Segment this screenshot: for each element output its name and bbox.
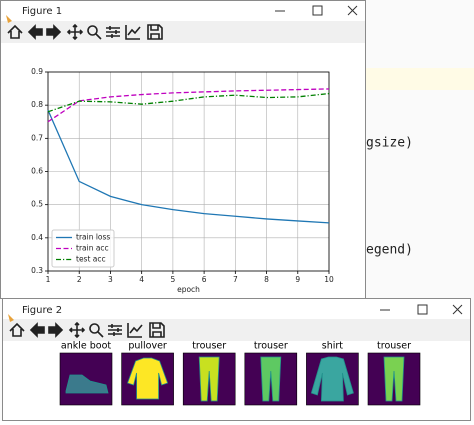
legend-label: test acc	[76, 255, 106, 264]
pan-button[interactable]	[68, 321, 86, 339]
maximize-button[interactable]	[312, 5, 323, 16]
customize-button[interactable]	[127, 323, 143, 338]
y-tick-label: 0.4	[31, 233, 43, 242]
thumbnail-item	[383, 356, 405, 402]
x-tick-label: 7	[233, 275, 238, 284]
subplots-button[interactable]	[108, 324, 122, 336]
forward-button[interactable]	[48, 322, 64, 338]
maximize-button[interactable]	[417, 304, 428, 315]
save-button[interactable]	[147, 24, 163, 40]
series-line	[47, 88, 330, 123]
close-button[interactable]	[452, 304, 463, 315]
code-line: egend)	[366, 243, 413, 258]
save-button[interactable]	[149, 322, 165, 338]
thumbnail-item	[260, 356, 282, 402]
title-bar	[1, 1, 365, 21]
axes-frame	[47, 71, 330, 272]
x-tick-label: 6	[202, 275, 207, 284]
image-label: shirt	[322, 341, 344, 352]
x-axis-label: epoch	[177, 285, 200, 294]
home-button[interactable]	[9, 322, 25, 337]
image-label: trouser	[254, 341, 288, 352]
back-button[interactable]	[29, 322, 45, 338]
x-tick-label: 1	[46, 275, 51, 284]
window-title: Figure 2	[22, 305, 62, 316]
close-button[interactable]	[347, 5, 358, 16]
x-tick-label: 9	[295, 275, 300, 284]
x-tick-label: 3	[108, 275, 113, 284]
image-label: pullover	[128, 341, 167, 352]
thumbnail-item	[65, 374, 109, 394]
customize-button[interactable]	[125, 25, 141, 40]
image-label: ankle boot	[61, 341, 112, 352]
series-line	[47, 92, 330, 113]
image-label: trouser	[377, 341, 411, 352]
code-line: gsize)	[366, 136, 413, 151]
zoom-button[interactable]	[89, 323, 104, 338]
pan-button[interactable]	[66, 23, 84, 41]
legend-label: train loss	[76, 233, 110, 242]
y-tick-label: 0.6	[31, 167, 43, 176]
thumbnail-item	[127, 357, 169, 400]
subplots-button[interactable]	[106, 26, 120, 38]
thumbnail-item	[198, 356, 220, 402]
window-title: Figure 1	[22, 6, 62, 17]
back-button[interactable]	[27, 24, 43, 40]
x-tick-label: 8	[264, 275, 269, 284]
y-tick-label: 0.8	[31, 100, 43, 109]
app-icon	[6, 15, 12, 23]
x-tick-label: 5	[170, 275, 175, 284]
forward-button[interactable]	[46, 24, 62, 40]
y-tick-label: 0.5	[31, 200, 43, 209]
thumbnail-item	[310, 356, 354, 402]
y-tick-label: 0.7	[31, 133, 43, 142]
series-line	[47, 109, 330, 224]
x-tick-label: 4	[139, 275, 144, 284]
app-icon	[8, 314, 14, 322]
x-tick-label: 2	[77, 275, 82, 284]
image-label: trouser	[192, 341, 226, 352]
y-tick-label: 0.3	[31, 266, 43, 275]
toolbar	[3, 319, 470, 341]
x-tick-label: 10	[324, 275, 334, 284]
legend-box	[51, 229, 115, 268]
home-button[interactable]	[7, 24, 23, 39]
zoom-button[interactable]	[87, 25, 102, 40]
plot: 0.3 0.4 0.5 0.6 0.7 0.8 0.9 1 2 3 4 5 6 7 8 9 10 epoch tra…	[31, 67, 334, 294]
y-tick-label: 0.9	[31, 67, 43, 76]
current-line	[365, 68, 474, 90]
legend-label: train acc	[76, 244, 109, 253]
